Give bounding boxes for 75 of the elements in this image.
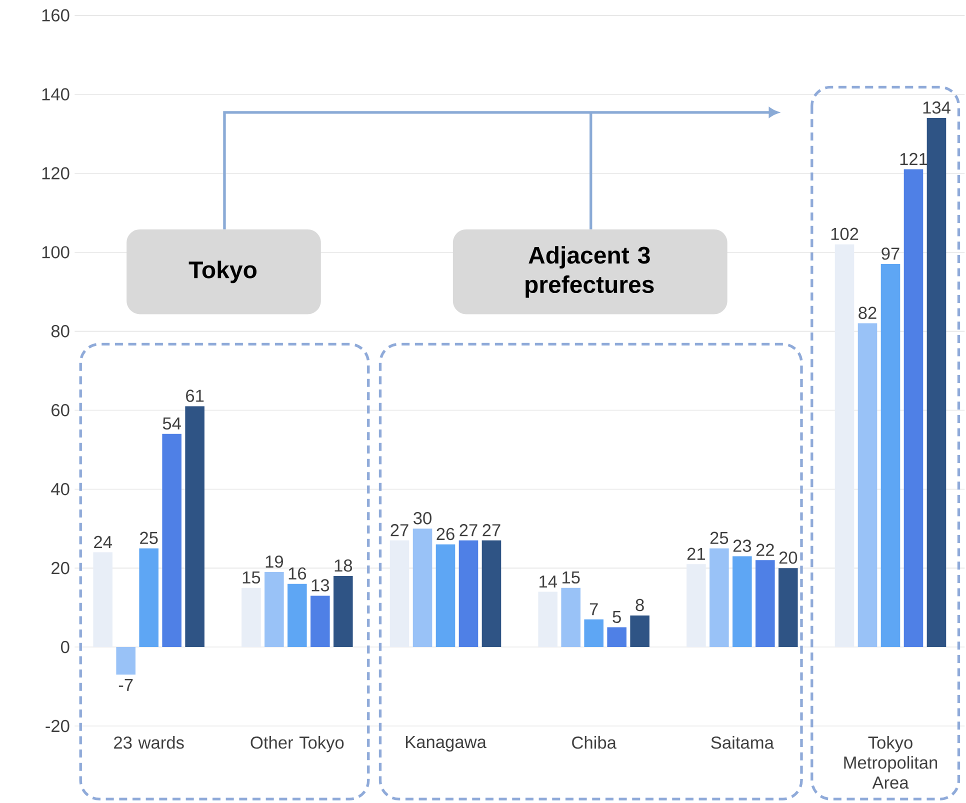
bar bbox=[710, 548, 729, 648]
y-tick-label: 140 bbox=[42, 88, 70, 100]
data-label: 27 bbox=[460, 524, 478, 536]
data-label: 25 bbox=[140, 532, 158, 544]
data-label: 27 bbox=[390, 524, 408, 536]
bar bbox=[607, 627, 626, 648]
x-tick-label: 23 wards bbox=[114, 736, 184, 749]
bar bbox=[412, 528, 432, 648]
bar bbox=[561, 588, 580, 648]
data-label: 30 bbox=[414, 512, 432, 524]
bar bbox=[686, 564, 706, 648]
data-label: 21 bbox=[687, 548, 705, 560]
data-label: 26 bbox=[436, 528, 454, 540]
bar bbox=[116, 647, 136, 675]
data-label: 134 bbox=[923, 101, 950, 114]
bar bbox=[834, 244, 854, 648]
bar bbox=[310, 596, 330, 648]
data-label: 102 bbox=[831, 228, 858, 240]
data-label: 82 bbox=[858, 306, 876, 320]
y-tick-label: 20 bbox=[52, 562, 70, 574]
data-label: 16 bbox=[288, 567, 306, 580]
data-label: 27 bbox=[482, 524, 500, 536]
data-label: 5 bbox=[612, 610, 621, 624]
x-tick-label: Saitama bbox=[711, 736, 774, 749]
bar bbox=[904, 169, 924, 648]
x-tick-label: Chiba bbox=[572, 736, 616, 749]
bar bbox=[630, 615, 650, 648]
bar bbox=[458, 540, 478, 648]
bar bbox=[436, 544, 456, 648]
data-label: 13 bbox=[312, 579, 330, 592]
bar bbox=[185, 406, 204, 648]
x-tick-label: Other Tokyo bbox=[250, 736, 344, 752]
data-label: 97 bbox=[882, 248, 900, 260]
bar bbox=[390, 540, 410, 648]
data-label: 20 bbox=[779, 552, 798, 564]
data-label: 15 bbox=[562, 571, 580, 584]
bar bbox=[880, 264, 900, 648]
data-label: 24 bbox=[94, 536, 112, 548]
y-tick-label: 100 bbox=[42, 246, 70, 258]
bar bbox=[584, 619, 604, 648]
bar bbox=[756, 560, 775, 648]
y-tick-label: -20 bbox=[46, 720, 70, 732]
y-tick-label: 80 bbox=[51, 325, 70, 338]
y-tick-label: 40 bbox=[51, 482, 70, 496]
data-label: 8 bbox=[636, 598, 644, 612]
bar bbox=[264, 572, 284, 648]
data-label: 14 bbox=[540, 576, 557, 588]
data-label: 23 bbox=[733, 540, 752, 552]
data-label: 15 bbox=[242, 571, 260, 584]
bar bbox=[93, 552, 112, 648]
annotation: Adjacent 3 prefectures bbox=[526, 246, 654, 298]
y-tick-label: 160 bbox=[42, 9, 70, 22]
data-label: 18 bbox=[334, 559, 352, 572]
data-label: 61 bbox=[186, 390, 204, 402]
data-label: 19 bbox=[266, 555, 283, 568]
bar bbox=[926, 118, 946, 648]
bar bbox=[288, 584, 307, 648]
bar bbox=[139, 548, 158, 648]
bar bbox=[482, 540, 502, 648]
annotation: Tokyo bbox=[188, 260, 257, 284]
bar bbox=[778, 568, 798, 648]
bar bbox=[162, 434, 182, 648]
x-tick-label: Tokyo Metropolitan Area bbox=[844, 736, 938, 789]
data-label: 22 bbox=[756, 544, 774, 556]
bar bbox=[334, 576, 353, 648]
data-label: 25 bbox=[710, 532, 728, 544]
y-tick-label: 60 bbox=[52, 404, 70, 416]
y-tick-label: 0 bbox=[60, 640, 70, 654]
data-label: 7 bbox=[590, 603, 598, 616]
bar bbox=[858, 323, 878, 648]
data-label: 54 bbox=[162, 417, 181, 430]
x-tick-label: Kanagawa bbox=[406, 736, 486, 752]
bar bbox=[732, 556, 752, 648]
data-label: -7 bbox=[118, 678, 133, 691]
y-tick-label: 120 bbox=[42, 167, 70, 180]
